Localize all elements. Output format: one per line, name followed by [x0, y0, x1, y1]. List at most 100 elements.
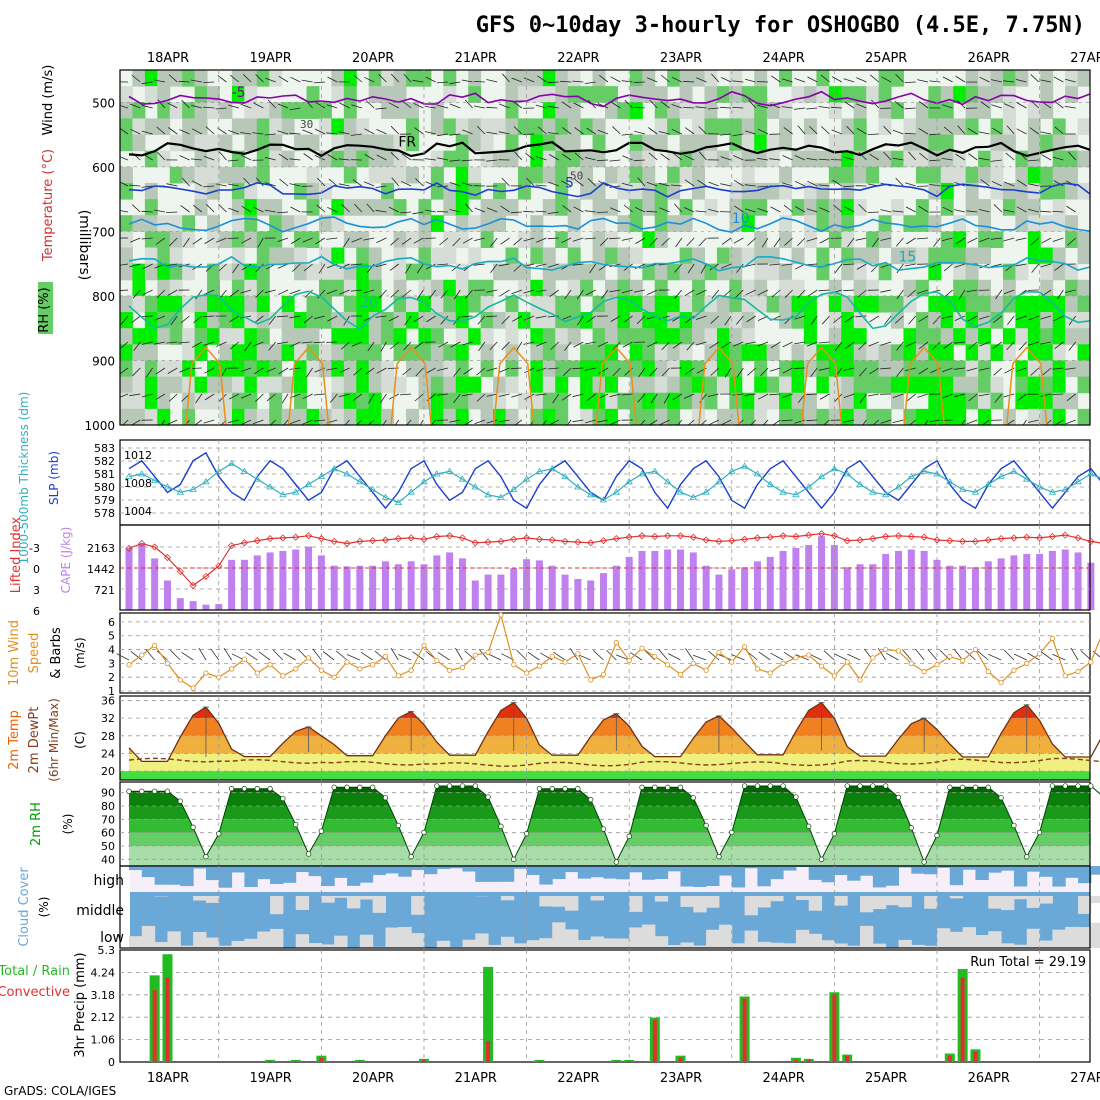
temp-tick: 36 [101, 694, 115, 707]
wind-barb [279, 178, 289, 187]
rh-cell [853, 263, 867, 281]
lifted-marker [702, 536, 710, 544]
rh-cell [654, 392, 668, 410]
thickness-marker [651, 467, 659, 474]
rh-cell [841, 344, 855, 361]
wind-barb [622, 155, 633, 161]
rh-cell [791, 376, 805, 394]
rh-cell [182, 215, 196, 232]
rh-cell [120, 86, 133, 103]
wind-barb [883, 151, 892, 161]
rh-cell [256, 312, 270, 329]
high-cloud-bar [1001, 866, 1015, 871]
wind-barb [710, 315, 720, 324]
wind-barb [1003, 237, 1015, 242]
rh-cell [182, 328, 196, 345]
rh-cell [903, 376, 917, 394]
wind-barb [290, 237, 301, 245]
wind-barb [547, 237, 559, 240]
temp-line [128, 701, 1100, 763]
wind-barb [1030, 237, 1040, 246]
cloud-frame [119, 865, 1091, 949]
rh-cell [803, 134, 817, 152]
wind-barb [437, 367, 449, 371]
mid-cloud-gap [949, 896, 964, 899]
rh-cell [978, 312, 992, 329]
rh2m-marker [357, 784, 363, 790]
wind10-barb [795, 654, 809, 661]
warm-contour [698, 346, 740, 425]
rh-cell [343, 231, 357, 248]
wind-barb [732, 80, 744, 83]
rh-cell [430, 376, 444, 394]
wind-barb [744, 341, 756, 345]
wind-barb [772, 419, 781, 425]
wind10-marker [536, 663, 543, 669]
top-date-label: 22APR [557, 51, 599, 66]
rh-cell [318, 215, 332, 232]
rh-cell [1002, 118, 1016, 136]
high-cloud-bar [949, 866, 964, 886]
wind-tick: 2 [108, 671, 115, 684]
wind-barb [240, 419, 252, 425]
rh-cell [1065, 86, 1079, 103]
wind-barb [869, 153, 879, 161]
thickness-marker [766, 480, 774, 487]
rh-cell [654, 408, 668, 425]
wind-barb [880, 107, 892, 109]
rh-cell [741, 344, 755, 361]
rh-cell [306, 263, 320, 281]
wind10-barb [629, 652, 643, 661]
rh-cell [617, 312, 631, 329]
rh-cell [493, 312, 507, 329]
wind10-marker [741, 644, 748, 650]
warm-contour [800, 346, 843, 425]
wind-barb [892, 129, 904, 135]
rh-cell [891, 102, 904, 119]
wind-barb [585, 289, 596, 296]
rh2m-marker [139, 788, 145, 794]
rh-cell [841, 408, 855, 425]
wind-barb [1018, 341, 1027, 351]
rh-cell [343, 166, 357, 184]
cape-bar [433, 555, 441, 610]
wind-barb [782, 155, 793, 161]
wind-tick: 1 [108, 685, 115, 698]
cape-axis-label: CAPE (J/kg) [59, 527, 73, 594]
rh-cell [953, 231, 967, 248]
rh-cell [990, 376, 1004, 394]
rh-cell [443, 295, 457, 313]
rh-cell [493, 150, 507, 168]
wind-barb [129, 393, 141, 397]
wind-barb [843, 419, 855, 423]
wind-barb [1040, 315, 1052, 320]
wind-barb [351, 341, 363, 347]
rh-cell [853, 118, 867, 136]
wind-barb [659, 419, 670, 425]
rh-cell [766, 392, 780, 410]
rh-cell [754, 86, 768, 103]
rh-cell [841, 328, 855, 345]
rh-cell [207, 166, 220, 184]
wind-barb [414, 127, 424, 135]
rh-cell [729, 199, 743, 216]
rh-cell [629, 70, 643, 87]
cape-bar [818, 536, 826, 610]
rh2m-marker [203, 854, 209, 860]
mid-cloud-gap [860, 896, 874, 913]
wind-barb [281, 393, 289, 404]
wind-barb [242, 74, 252, 83]
wind-barb [265, 182, 276, 187]
rh-cell [1077, 295, 1090, 313]
rh-cell [990, 344, 1004, 361]
rh-cell [144, 392, 158, 410]
wind-barb [474, 207, 486, 213]
rh-tick: 60 [101, 827, 115, 840]
wind-barb [904, 367, 916, 372]
rh-cell [841, 215, 855, 232]
bottom-date-label: 20APR [352, 1071, 394, 1086]
wind-barb [621, 133, 633, 136]
wind10-marker [421, 642, 427, 649]
wind-barb [154, 341, 166, 345]
wind-barb [868, 341, 879, 347]
